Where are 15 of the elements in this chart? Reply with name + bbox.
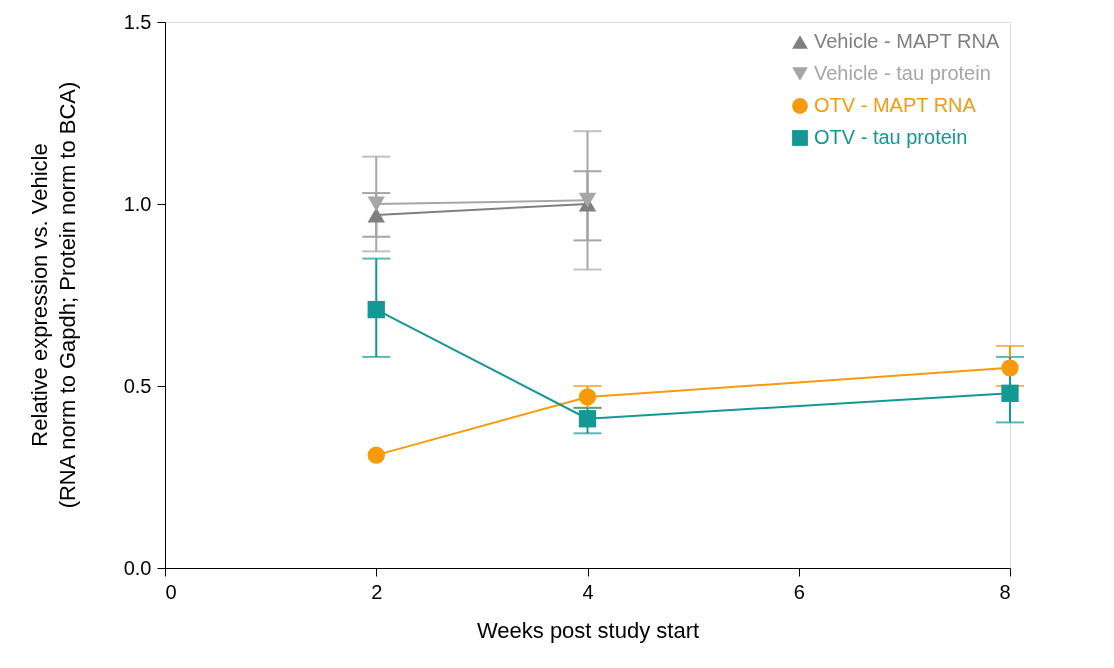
legend-label: Vehicle - tau protein [814,62,991,84]
x-tick-label: 0 [165,580,177,603]
legend-label: Vehicle - MAPT RNA [814,30,1000,52]
x-tick-label: 8 [999,580,1011,603]
y-tick-label: 0.5 [123,374,152,397]
x-tick-label: 2 [371,580,383,603]
y-axis-title: Relative expression vs. Vehicle (RNA norm to Gapdh; Protein norm to BCA) [27,81,80,509]
x-tick-label: 6 [793,580,805,603]
x-axis-title: Weeks post study start [476,617,700,643]
legend-label: OTV - MAPT RNA [814,94,977,116]
x-tick-label: 4 [582,580,594,603]
y-tick-label: 1.0 [123,192,152,215]
y-tick-label: 1.5 [123,10,152,33]
y-tick-label: 0.0 [123,556,152,579]
legend-label: OTV - tau protein [814,126,968,148]
